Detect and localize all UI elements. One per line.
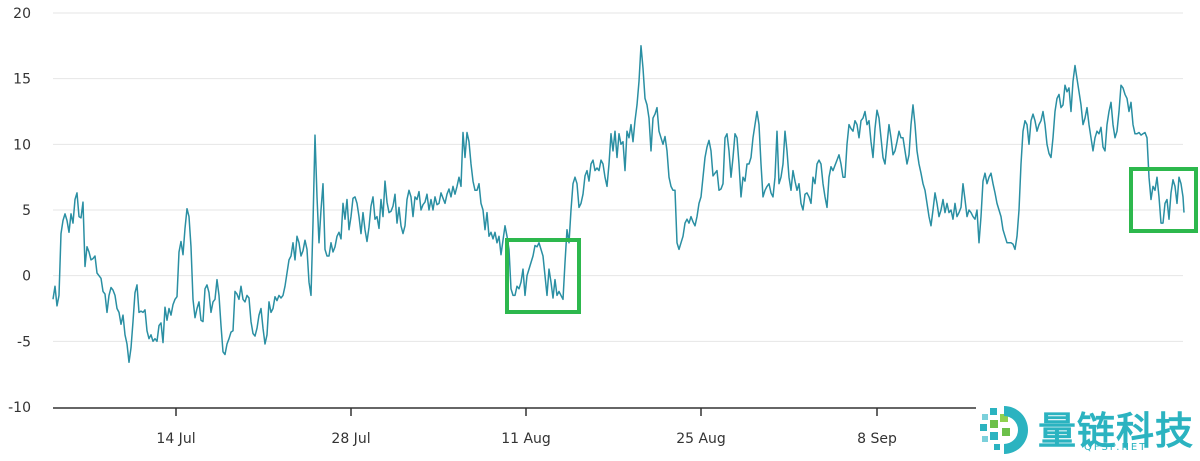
x-tick-label: 8 Sep	[857, 431, 897, 447]
y-axis-ticks: 20 15 10 5 0 -5 -10	[8, 6, 31, 416]
y-tick-label: -10	[8, 400, 31, 416]
y-tick-label: 10	[13, 137, 31, 153]
gridlines	[53, 12, 1183, 342]
highlight-box	[1129, 167, 1198, 233]
x-tick-label: 28 Jul	[331, 431, 370, 447]
x-axis: 14 Jul 28 Jul 11 Aug 25 Aug 8 Sep	[53, 407, 978, 447]
watermark-logo: 量链科技 QFSP.NET	[976, 398, 1200, 461]
y-tick-label: 15	[13, 72, 31, 88]
y-tick-label: 20	[13, 6, 31, 22]
watermark-english-text: QFSP.NET	[1084, 442, 1148, 453]
x-tick-label: 25 Aug	[676, 431, 726, 447]
x-tick-label: 11 Aug	[501, 431, 551, 447]
logo-icon	[980, 406, 1028, 454]
y-tick-label: 0	[22, 269, 31, 285]
data-series-line	[52, 45, 1185, 364]
y-tick-label: -5	[17, 334, 31, 350]
y-tick-label: 5	[22, 203, 31, 219]
highlight-boxes	[505, 167, 1198, 314]
watermark-chinese-text: 量链科技	[1038, 409, 1195, 453]
x-tick-label: 14 Jul	[156, 431, 195, 447]
highlight-box	[505, 238, 581, 314]
